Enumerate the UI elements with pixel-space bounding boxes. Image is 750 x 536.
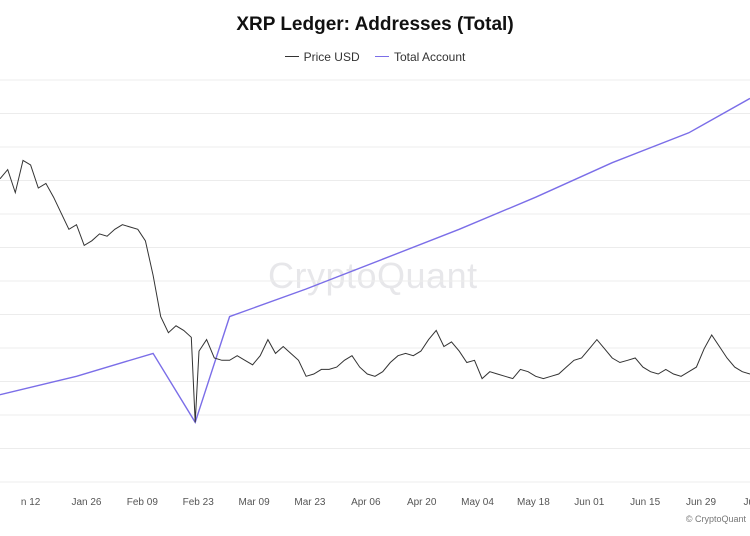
legend-item-price[interactable]: Price USD — [284, 49, 360, 64]
x-tick-label: Apr 06 — [351, 497, 381, 508]
x-tick-label: n 12 — [21, 497, 41, 508]
x-tick-label: Jul 13 — [744, 497, 750, 508]
x-tick-label: Jun 01 — [574, 497, 604, 508]
x-tick-label: Feb 23 — [183, 497, 215, 508]
x-axis-ticks: n 12 Jan 26 Feb 09 Feb 23 Mar 09 Mar 23 Apr 06… — [21, 497, 750, 508]
series-line-total-account — [0, 97, 750, 424]
x-tick-label: Jun 29 — [686, 497, 716, 508]
x-tick-label: Feb 09 — [127, 497, 159, 508]
legend-swatch-total-account — [374, 56, 389, 57]
x-tick-label: Mar 23 — [294, 497, 326, 508]
x-tick-label: May 04 — [461, 497, 494, 508]
series-line-price-usd — [0, 159, 750, 423]
x-tick-label: Mar 09 — [239, 497, 271, 508]
x-tick-label: Jan 26 — [71, 497, 101, 508]
credit-text: © CryptoQuant — [685, 514, 746, 524]
legend-label-price: Price USD — [303, 49, 360, 64]
legend: Price USD Total Account — [0, 46, 750, 64]
legend-swatch-price — [284, 56, 299, 57]
x-tick-label: May 18 — [517, 497, 550, 508]
watermark: CryptoQuant — [268, 255, 478, 296]
chart-title: XRP Ledger: Addresses (Total) — [236, 14, 514, 35]
legend-item-total-account[interactable]: Total Account — [374, 49, 466, 64]
legend-label-total-account: Total Account — [393, 49, 466, 64]
x-tick-label: Apr 20 — [407, 497, 437, 508]
grid-lines — [0, 79, 750, 483]
x-tick-label: Jun 15 — [630, 497, 660, 508]
